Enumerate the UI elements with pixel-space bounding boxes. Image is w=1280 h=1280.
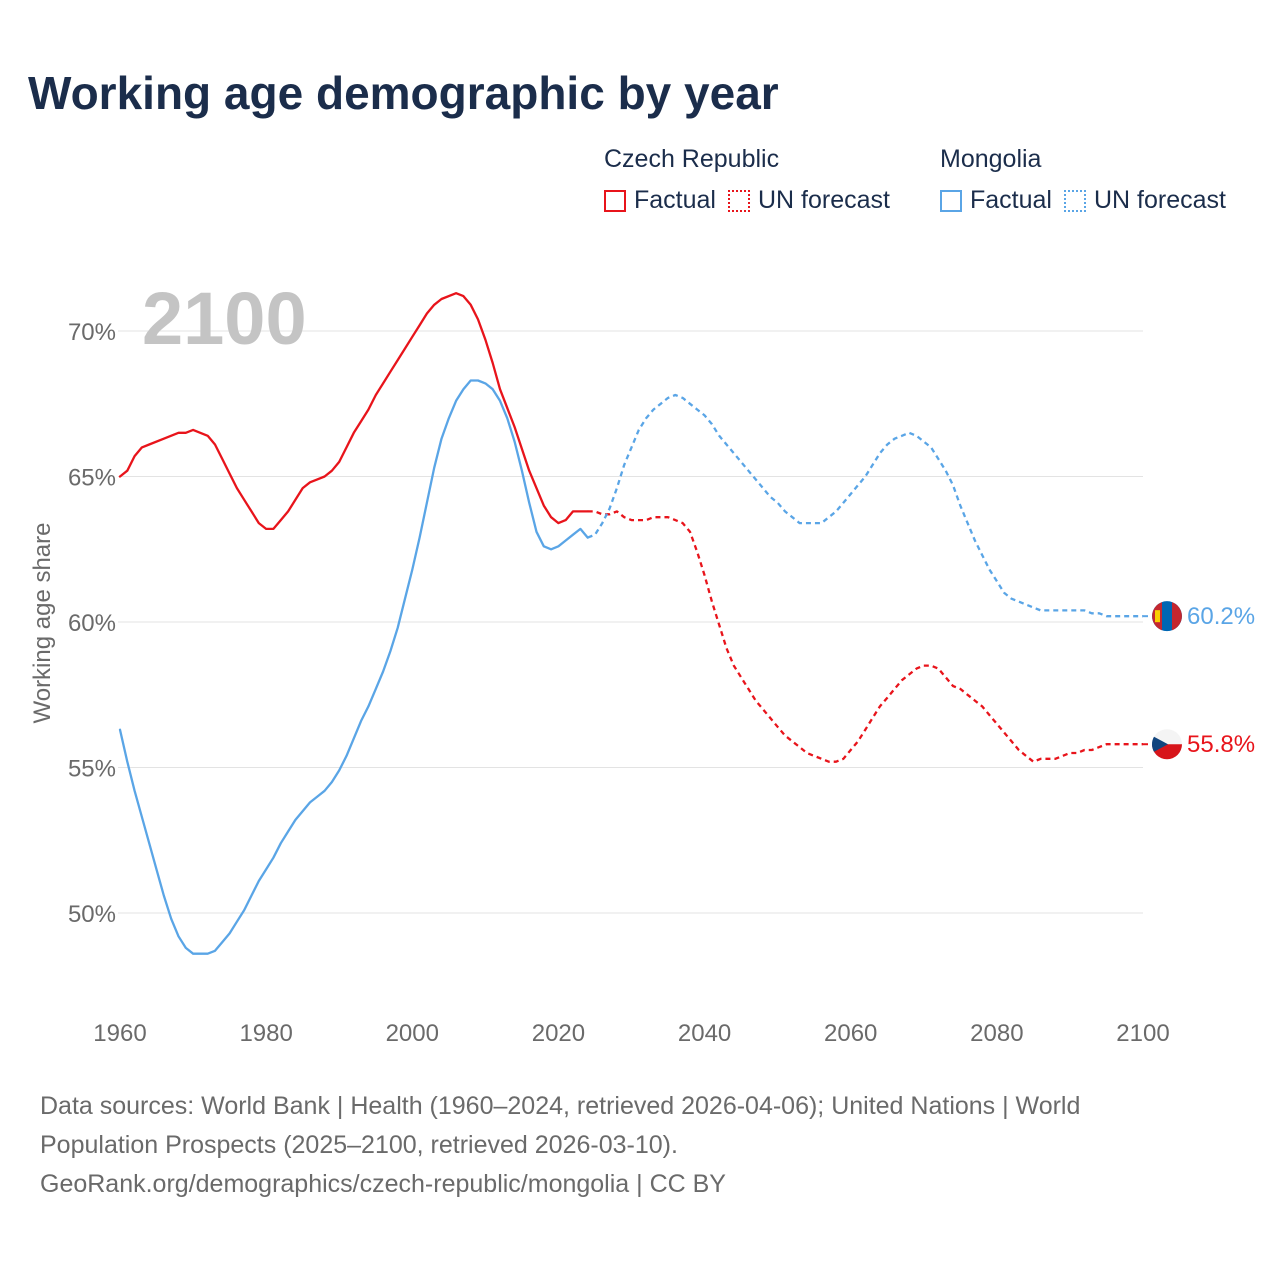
x-axis-ticks: 1960 1980 2000 2020 2040 2060 2080 2100 [93, 1020, 1169, 1047]
legend-swatch-dotted [727, 189, 750, 212]
legend-item-czech-factual[interactable]: Factual [604, 186, 716, 215]
y-tick-label: 55% [68, 756, 116, 783]
footer-url: GeoRank.org/demographics/czech-republic/… [40, 1170, 726, 1198]
chart-title: Working age demographic by year [28, 67, 779, 119]
flag-marker-czech-republic [1151, 729, 1182, 760]
legend-label-forecast: UN forecast [757, 186, 890, 214]
legend-item-mongolia-forecast[interactable]: UN forecast [1063, 186, 1226, 215]
flag-red-right [1172, 602, 1182, 631]
footer-source-line-2: Population Prospects (2025–2100, retriev… [40, 1131, 678, 1159]
legend-item-mongolia-factual[interactable]: Factual [940, 186, 1052, 215]
y-tick-label: 60% [68, 610, 116, 637]
x-tick-label: 2020 [532, 1020, 585, 1047]
flag-blue-triangle [1151, 736, 1168, 752]
y-axis-ticks: 50% 55% 60% 65% 70% [68, 319, 116, 928]
y-tick-label: 70% [68, 319, 116, 346]
x-tick-label: 2000 [386, 1020, 439, 1047]
line-czech-republic-factual [118, 292, 589, 531]
legend-item-czech-forecast[interactable]: UN forecast [727, 186, 890, 215]
gridlines [118, 330, 1143, 914]
legend-country-label: Czech Republic [604, 145, 780, 173]
legend-label-factual: Factual [970, 186, 1052, 214]
x-tick-label: 2100 [1116, 1020, 1169, 1047]
year-watermark: 2100 [142, 277, 307, 360]
y-tick-label: 50% [68, 901, 116, 928]
x-tick-label: 2060 [824, 1020, 877, 1047]
footer-source-line-1: Data sources: World Bank | Health (1960–… [40, 1092, 1081, 1120]
line-czech-republic-forecast [587, 510, 1143, 763]
legend-swatch-solid [940, 189, 962, 212]
end-markers: 55.8% 60.2% [1143, 601, 1255, 760]
end-value-label-czech-republic: 55.8% [1187, 731, 1255, 758]
legend-country-label: Mongolia [940, 145, 1042, 173]
y-tick-label: 65% [68, 465, 116, 492]
series-lines [118, 292, 1143, 955]
y-axis-label: Working age share [29, 523, 56, 724]
legend-label-factual: Factual [634, 186, 716, 214]
soyombo-symbol [1155, 610, 1160, 623]
x-tick-label: 2080 [970, 1020, 1023, 1047]
x-tick-label: 1960 [93, 1020, 146, 1047]
legend-swatch-dotted [1063, 189, 1086, 212]
x-tick-label: 1980 [239, 1020, 292, 1047]
x-tick-label: 2040 [678, 1020, 731, 1047]
end-value-label-mongolia: 60.2% [1187, 603, 1255, 630]
legend-swatch-solid [604, 189, 626, 212]
legend-label-forecast: UN forecast [1093, 186, 1226, 214]
footer: Data sources: World Bank | Health (1960–… [40, 1087, 1240, 1204]
legend-czech-republic: Czech Republic Factual UN forecast [604, 144, 902, 215]
line-mongolia-factual [118, 379, 589, 955]
line-mongolia-forecast [587, 393, 1143, 618]
legend-mongolia: Mongolia Factual UN forecast [940, 144, 1238, 215]
flag-marker-mongolia [1152, 601, 1182, 632]
